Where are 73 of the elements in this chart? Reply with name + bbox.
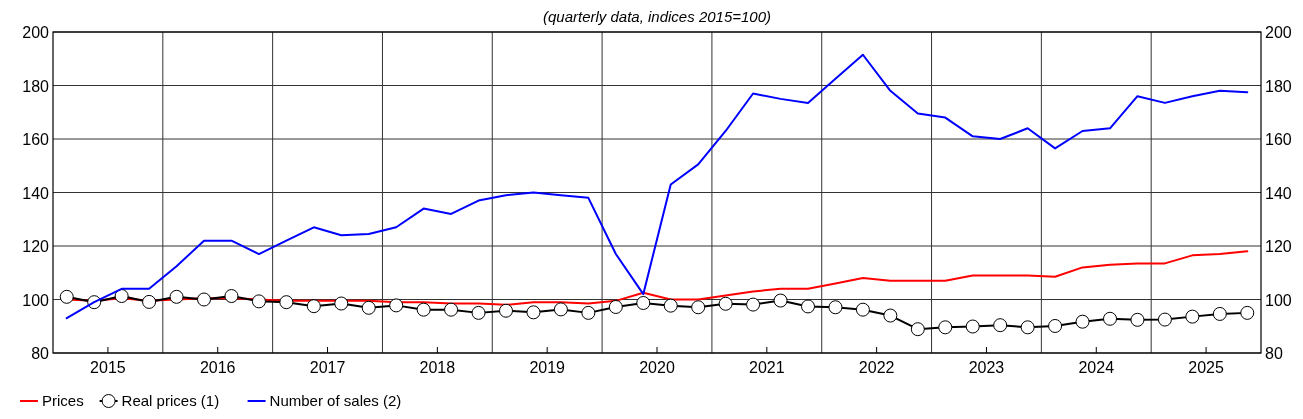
point	[993, 318, 1008, 333]
point	[251, 294, 266, 309]
point	[608, 299, 623, 314]
y2-tick-label: 120	[1265, 238, 1292, 255]
y-tick-label: 80	[31, 345, 50, 362]
point	[1075, 314, 1090, 329]
y2-tick-label: 180	[1265, 77, 1292, 95]
point	[965, 319, 980, 334]
y-tick-label: 160	[22, 131, 50, 148]
x-tick-label: 2022	[858, 359, 895, 376]
point	[1185, 309, 1200, 324]
y-tick-label: 180	[22, 77, 50, 95]
line-series	[65, 53, 1249, 320]
x-tick-label: 2025	[1188, 359, 1224, 376]
x-tick-label: 2020	[639, 359, 675, 376]
point	[1157, 312, 1172, 327]
point	[279, 295, 294, 310]
point	[1020, 320, 1035, 335]
x-tick-label: 2018	[419, 359, 456, 376]
y2-tick-label: 80	[1265, 345, 1283, 362]
point	[910, 322, 925, 337]
point	[197, 292, 211, 307]
point	[883, 308, 898, 323]
point	[691, 300, 706, 315]
point	[471, 305, 486, 320]
legend-label: Number of sales (2)	[269, 392, 402, 409]
point	[553, 302, 568, 317]
x-tick-label: 2023	[968, 359, 1005, 376]
point	[499, 303, 513, 318]
x-tick-label: 2016	[199, 359, 236, 376]
y-tick-label: 140	[22, 184, 50, 202]
chart-title: (quarterly data, indices 2015=100)	[542, 8, 772, 25]
y2-tick-label: 160	[1265, 131, 1292, 148]
y-tick-label: 200	[22, 24, 50, 41]
point	[169, 289, 184, 304]
x-tick-label: 2015	[90, 359, 126, 376]
legend-label: Real prices (1)	[121, 392, 220, 409]
point	[801, 299, 815, 314]
point	[526, 305, 541, 320]
point	[1103, 311, 1117, 326]
y2-tick-label: 200	[1265, 24, 1292, 41]
point	[59, 289, 74, 304]
point	[718, 296, 733, 311]
legend-label: Prices	[42, 392, 84, 409]
point	[416, 302, 431, 317]
point	[581, 305, 596, 320]
point	[334, 296, 349, 311]
point	[746, 297, 761, 312]
point	[114, 289, 129, 304]
point	[828, 300, 843, 315]
point	[1240, 305, 1255, 320]
point	[855, 302, 870, 317]
point	[636, 295, 651, 310]
y-tick-label: 100	[22, 291, 50, 309]
point	[142, 294, 157, 309]
y2-tick-label: 100	[1265, 291, 1292, 309]
point	[1212, 306, 1227, 321]
point	[361, 300, 376, 315]
y-tick-label: 120	[22, 238, 50, 255]
x-tick-label: 2024	[1078, 359, 1115, 376]
x-tick-label: 2019	[529, 359, 566, 376]
point	[663, 298, 678, 313]
point	[444, 302, 459, 317]
point	[389, 298, 404, 313]
point	[1130, 312, 1145, 327]
point	[306, 299, 321, 314]
y2-tick-label: 140	[1265, 184, 1292, 202]
point	[1048, 318, 1063, 333]
point	[773, 293, 788, 308]
point	[938, 320, 953, 335]
x-tick-label: 2017	[309, 359, 346, 376]
point	[224, 289, 239, 304]
x-tick-label: 2021	[749, 359, 785, 376]
